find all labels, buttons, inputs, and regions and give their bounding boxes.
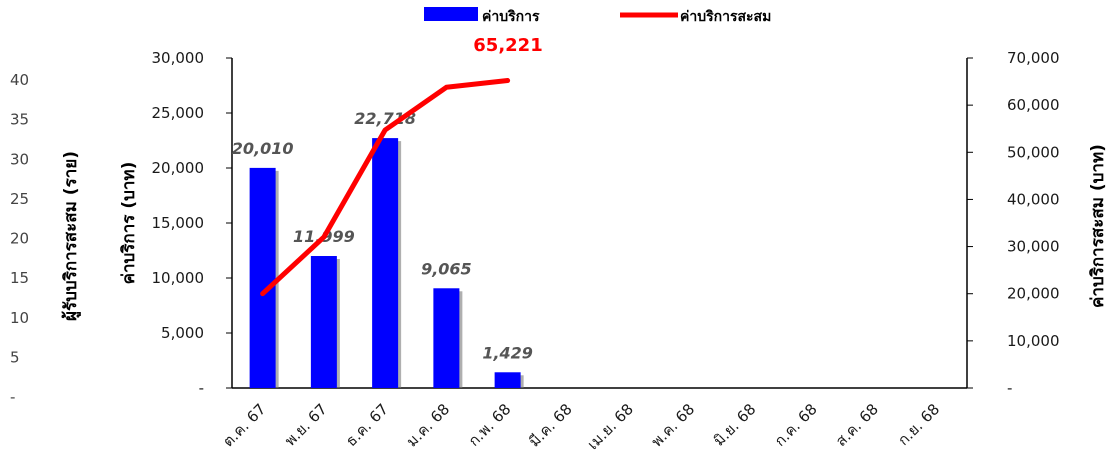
bar [249, 167, 276, 388]
secondary-tick-label: - [1007, 379, 1012, 397]
x-tick-label: ธ.ค. 67 [342, 400, 392, 450]
legend-swatch-bar [424, 7, 478, 21]
tertiary-tick-label: 20 [10, 230, 29, 248]
x-tick-label: ม.ค. 68 [403, 400, 453, 450]
primary-tick-label: 10,000 [152, 269, 205, 287]
bar-data-label: 22,718 [354, 109, 416, 128]
primary-tick-label: - [199, 379, 204, 397]
bar [494, 372, 521, 388]
tertiary-tick-label: 5 [10, 348, 20, 366]
legend-label-line: ค่าบริการสะสม [680, 9, 771, 25]
x-tick-label: ต.ค. 67 [219, 400, 269, 450]
cumulative-line [260, 78, 511, 297]
secondary-axis-title: ค่าบริการสะสม (บาท) [1088, 144, 1108, 308]
x-tick-label: ก.ค. 68 [771, 400, 821, 450]
secondary-tick-label: 10,000 [1007, 332, 1060, 350]
tertiary-tick-label: 25 [10, 190, 29, 208]
bar-data-label: 9,065 [421, 259, 472, 278]
primary-axis-title: ค่าบริการ (บาท) [119, 162, 139, 285]
x-tick-label: เม.ย. 68 [584, 400, 637, 453]
primary-tick-label: 30,000 [152, 49, 205, 67]
primary-tick-label: 25,000 [152, 104, 205, 122]
secondary-tick-label: 20,000 [1007, 285, 1060, 303]
bar [433, 288, 460, 388]
tertiary-tick-label: 10 [10, 309, 29, 327]
x-tick-label: ก.พ. 68 [465, 400, 515, 450]
bar-series [249, 138, 524, 388]
bar-data-label: 1,429 [482, 343, 533, 362]
x-tick-label: มี.ค. 68 [525, 400, 575, 450]
tertiary-axis-title: ผู้รับบริการสะสม (ราย) [61, 151, 82, 321]
tertiary-tick-label: - [10, 388, 15, 406]
primary-tick-label: 20,000 [152, 159, 205, 177]
tertiary-axis-ticks: - 5 10 15 20 25 30 35 40 [10, 71, 29, 406]
tertiary-tick-label: 15 [10, 269, 29, 287]
x-tick-label: มิ.ย. 68 [710, 400, 760, 450]
secondary-tick-label: 50,000 [1007, 143, 1060, 161]
x-tick-label: ส.ค. 68 [832, 400, 882, 450]
primary-tick-label: 15,000 [152, 214, 205, 232]
tertiary-tick-label: 35 [10, 111, 29, 129]
bar [310, 256, 337, 388]
tertiary-tick-label: 30 [10, 150, 29, 168]
tertiary-tick-label: 40 [10, 71, 29, 89]
x-tick-label: ก.ย. 68 [894, 400, 943, 449]
primary-tick-label: 5,000 [161, 324, 204, 342]
secondary-tick-label: 60,000 [1007, 96, 1060, 114]
bar-data-label: 20,010 [232, 139, 294, 158]
secondary-axis-ticks: - 10,000 20,000 30,000 40,000 50,000 60,000 70,… [967, 49, 1060, 397]
secondary-tick-label: 30,000 [1007, 238, 1060, 256]
line-series [260, 78, 511, 297]
legend: ค่าบริการ ค่าบริการสะสม [424, 7, 771, 25]
secondary-tick-label: 40,000 [1007, 190, 1060, 208]
legend-label-bar: ค่าบริการ [482, 9, 540, 25]
x-tick-label: พ.ย. 67 [281, 400, 331, 450]
x-axis-ticks: ต.ค. 67 พ.ย. 67 ธ.ค. 67 ม.ค. 68 ก.พ. 68 มี.ค.… [219, 400, 943, 453]
secondary-tick-label: 70,000 [1007, 49, 1060, 67]
primary-axis-ticks: - 5,000 10,000 15,000 20,000 25,000 30,000 [152, 49, 232, 397]
bar [372, 138, 399, 388]
cumulative-total-label: 65,221 [473, 35, 542, 56]
x-tick-label: พ.ค. 68 [648, 400, 698, 450]
